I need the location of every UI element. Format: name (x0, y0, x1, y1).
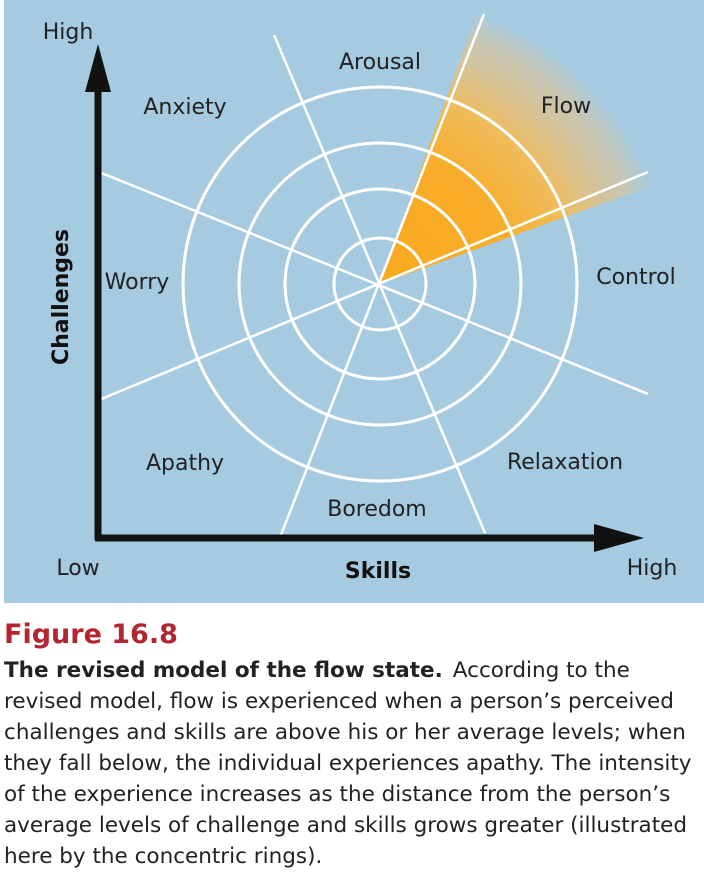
x-axis-high-label: High (627, 556, 678, 581)
flow-model-diagram: High Low High Skills Challenges Arousal … (4, 0, 704, 603)
spoke-line (98, 170, 649, 396)
region-label-relaxation: Relaxation (507, 450, 623, 475)
caption-paragraph: The revised model of the flow state. Acco… (4, 655, 700, 872)
spoke-line (98, 170, 649, 402)
figure-caption: Figure 16.8 The revised model of the flo… (4, 618, 700, 872)
ring-2 (283, 187, 477, 381)
ring-3 (237, 141, 523, 427)
caption-body: According to the revised model, flow is … (4, 658, 692, 869)
x-axis-arrow (594, 524, 644, 552)
ring-1 (332, 236, 428, 332)
x-axis-title: Skills (345, 559, 411, 584)
x-axis-low-label: Low (56, 556, 99, 581)
region-label-control: Control (596, 265, 676, 290)
caption-title: The revised model of the flow state. (4, 658, 443, 683)
ring-4 (181, 85, 579, 483)
y-axis-high-label: High (43, 20, 94, 45)
region-label-worry: Worry (105, 270, 170, 295)
region-label-arousal: Arousal (339, 50, 421, 75)
region-label-apathy: Apathy (146, 451, 224, 476)
region-label-anxiety: Anxiety (143, 95, 226, 120)
region-label-boredom: Boredom (327, 497, 427, 522)
spoke-line (277, 13, 486, 541)
figure-number: Figure 16.8 (4, 619, 178, 650)
y-axis-title: Challenges (49, 229, 74, 365)
axes (85, 44, 644, 552)
region-label-flow: Flow (541, 94, 591, 119)
diagram-canvas: High Low High Skills Challenges Arousal … (43, 13, 678, 584)
y-axis-arrow (85, 44, 111, 92)
